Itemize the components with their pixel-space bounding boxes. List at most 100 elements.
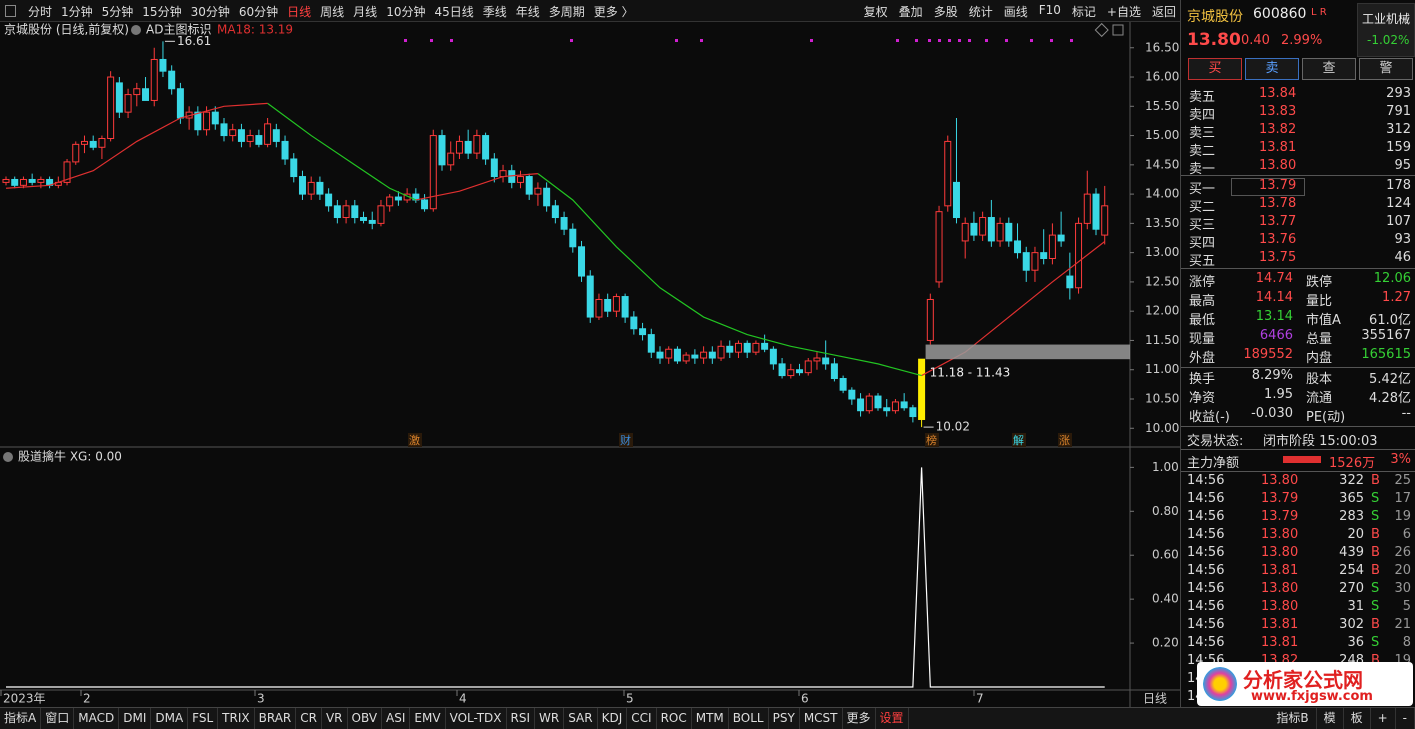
period-tab[interactable]: 更多 〉	[593, 5, 634, 19]
trade-button[interactable]: 查	[1302, 58, 1356, 80]
indicator-tab[interactable]: VOL-TDX	[446, 708, 507, 729]
period-tab[interactable]: 日线	[287, 5, 312, 19]
candle-body	[264, 123, 272, 145]
indicator-tab[interactable]: VR	[322, 708, 348, 729]
trade-button[interactable]: 警	[1359, 58, 1413, 80]
stat-label: 涨停	[1189, 275, 1216, 290]
tool-button[interactable]: 复权	[863, 5, 888, 19]
period-tab[interactable]: 周线	[320, 5, 345, 19]
candle-body	[952, 181, 960, 219]
sub-icon[interactable]	[3, 452, 13, 462]
stat-value: 13.14	[1255, 309, 1293, 324]
indicator-tab[interactable]: 更多	[843, 708, 876, 729]
candle-body	[595, 298, 603, 318]
window-tab[interactable]: +	[1371, 708, 1396, 729]
stat-label: 跌停	[1306, 275, 1333, 290]
candle-body	[778, 363, 786, 377]
tool-button[interactable]: 返回	[1151, 5, 1176, 19]
candle-body	[37, 178, 45, 183]
window-tab[interactable]: 板	[1344, 708, 1371, 729]
sub-title: 股道擒牛 XG: 0.00	[18, 449, 122, 464]
tool-button[interactable]: 标记	[1071, 5, 1096, 19]
indicator-tab[interactable]: BRAR	[255, 708, 297, 729]
book-price: 13.81	[1259, 140, 1297, 155]
trade-button[interactable]: 卖	[1245, 58, 1299, 80]
period-tab[interactable]: 15分钟	[142, 5, 182, 19]
tool-button[interactable]: 画线	[1003, 5, 1028, 19]
indicator-tab[interactable]: ROC	[657, 708, 692, 729]
window-tab[interactable]: 模	[1317, 708, 1344, 729]
period-tab[interactable]: 10分钟	[386, 5, 426, 19]
menu-icon[interactable]	[5, 5, 16, 17]
indicator-tab[interactable]: DMA	[151, 708, 189, 729]
flow-bar	[1283, 456, 1321, 463]
indicator-tab[interactable]: BOLL	[729, 708, 769, 729]
indicator-tab[interactable]: TRIX	[218, 708, 255, 729]
indicator-tab[interactable]: EMV	[410, 708, 446, 729]
indicator-tab[interactable]: WR	[535, 708, 565, 729]
tool-button[interactable]: 统计	[968, 5, 993, 19]
tool-button[interactable]: 叠加	[898, 5, 923, 19]
period-tab[interactable]: 季线	[482, 5, 507, 19]
indicator-tab[interactable]: DMI	[119, 708, 152, 729]
candle-body	[342, 205, 350, 219]
event-marker: 财	[620, 433, 631, 447]
indicator-tab[interactable]: OBV	[348, 708, 383, 729]
candle-body	[490, 158, 498, 178]
tick-volume: 20	[1347, 527, 1364, 542]
indicator-tab[interactable]: MCST	[800, 708, 843, 729]
candle-body	[11, 178, 19, 186]
y-tick-label: 0.20	[1152, 636, 1179, 650]
indicator-tab[interactable]: CCI	[627, 708, 657, 729]
period-tab[interactable]: 5分钟	[101, 5, 134, 19]
candle-body	[830, 363, 838, 380]
window-tab[interactable]: 指标B	[1269, 708, 1317, 729]
event-marker: 激	[409, 433, 420, 447]
window-icon[interactable]	[1112, 24, 1124, 36]
trade-button[interactable]: 买	[1188, 58, 1242, 80]
window-tab[interactable]: -	[1396, 708, 1415, 729]
candle-body	[333, 205, 341, 219]
section-divider	[1181, 367, 1415, 368]
indicator-tab[interactable]: CR	[296, 708, 322, 729]
y-tick-label: 16.50	[1145, 40, 1179, 54]
y-tick-label: 16.00	[1145, 70, 1179, 84]
date-label: 5	[626, 692, 634, 706]
indicator-tab[interactable]: 窗口	[41, 708, 75, 729]
candle-body	[717, 345, 725, 359]
annotation-label: 10.02	[936, 420, 970, 434]
indicator-tab[interactable]: 指标A	[0, 708, 42, 729]
tick-volume: 36	[1347, 635, 1364, 650]
period-tab[interactable]: 60分钟	[238, 5, 279, 19]
indicator-tab[interactable]: MTM	[692, 708, 729, 729]
period-tab[interactable]: 30分钟	[190, 5, 230, 19]
indicator-tab[interactable]: SAR	[564, 708, 598, 729]
indicator-tab[interactable]: RSI	[507, 708, 536, 729]
period-tab[interactable]: 分时	[28, 5, 53, 19]
indicator-tab[interactable]: PSY	[769, 708, 800, 729]
indicator-tab[interactable]: MACD	[74, 708, 120, 729]
period-tab[interactable]: 年线	[515, 5, 540, 19]
indicator-tab[interactable]: ASI	[382, 708, 411, 729]
candle-body	[769, 348, 777, 365]
period-tab[interactable]: 45日线	[434, 5, 474, 19]
candle-body	[743, 342, 751, 353]
candle-body	[639, 328, 647, 336]
candle-body	[150, 58, 158, 101]
candle-body	[115, 82, 123, 113]
stat-value: 8.29%	[1251, 368, 1293, 383]
period-tab[interactable]: 月线	[353, 5, 378, 19]
watermark-title: 分析家公式网	[1243, 668, 1363, 692]
indicator-tab[interactable]: FSL	[188, 708, 219, 729]
tool-button[interactable]: +自选	[1106, 5, 1141, 19]
indicator-tab[interactable]: KDJ	[598, 708, 628, 729]
period-tab[interactable]: 多周期	[548, 5, 585, 19]
candle-body	[647, 334, 655, 353]
window-icon[interactable]	[1094, 22, 1109, 38]
candle-body	[534, 187, 542, 195]
tool-button[interactable]: 多股	[933, 5, 958, 19]
tool-button[interactable]: F10	[1038, 3, 1061, 17]
indicator-icon[interactable]	[131, 25, 141, 35]
indicator-tab[interactable]: 设置	[876, 708, 909, 729]
period-tab[interactable]: 1分钟	[61, 5, 93, 19]
